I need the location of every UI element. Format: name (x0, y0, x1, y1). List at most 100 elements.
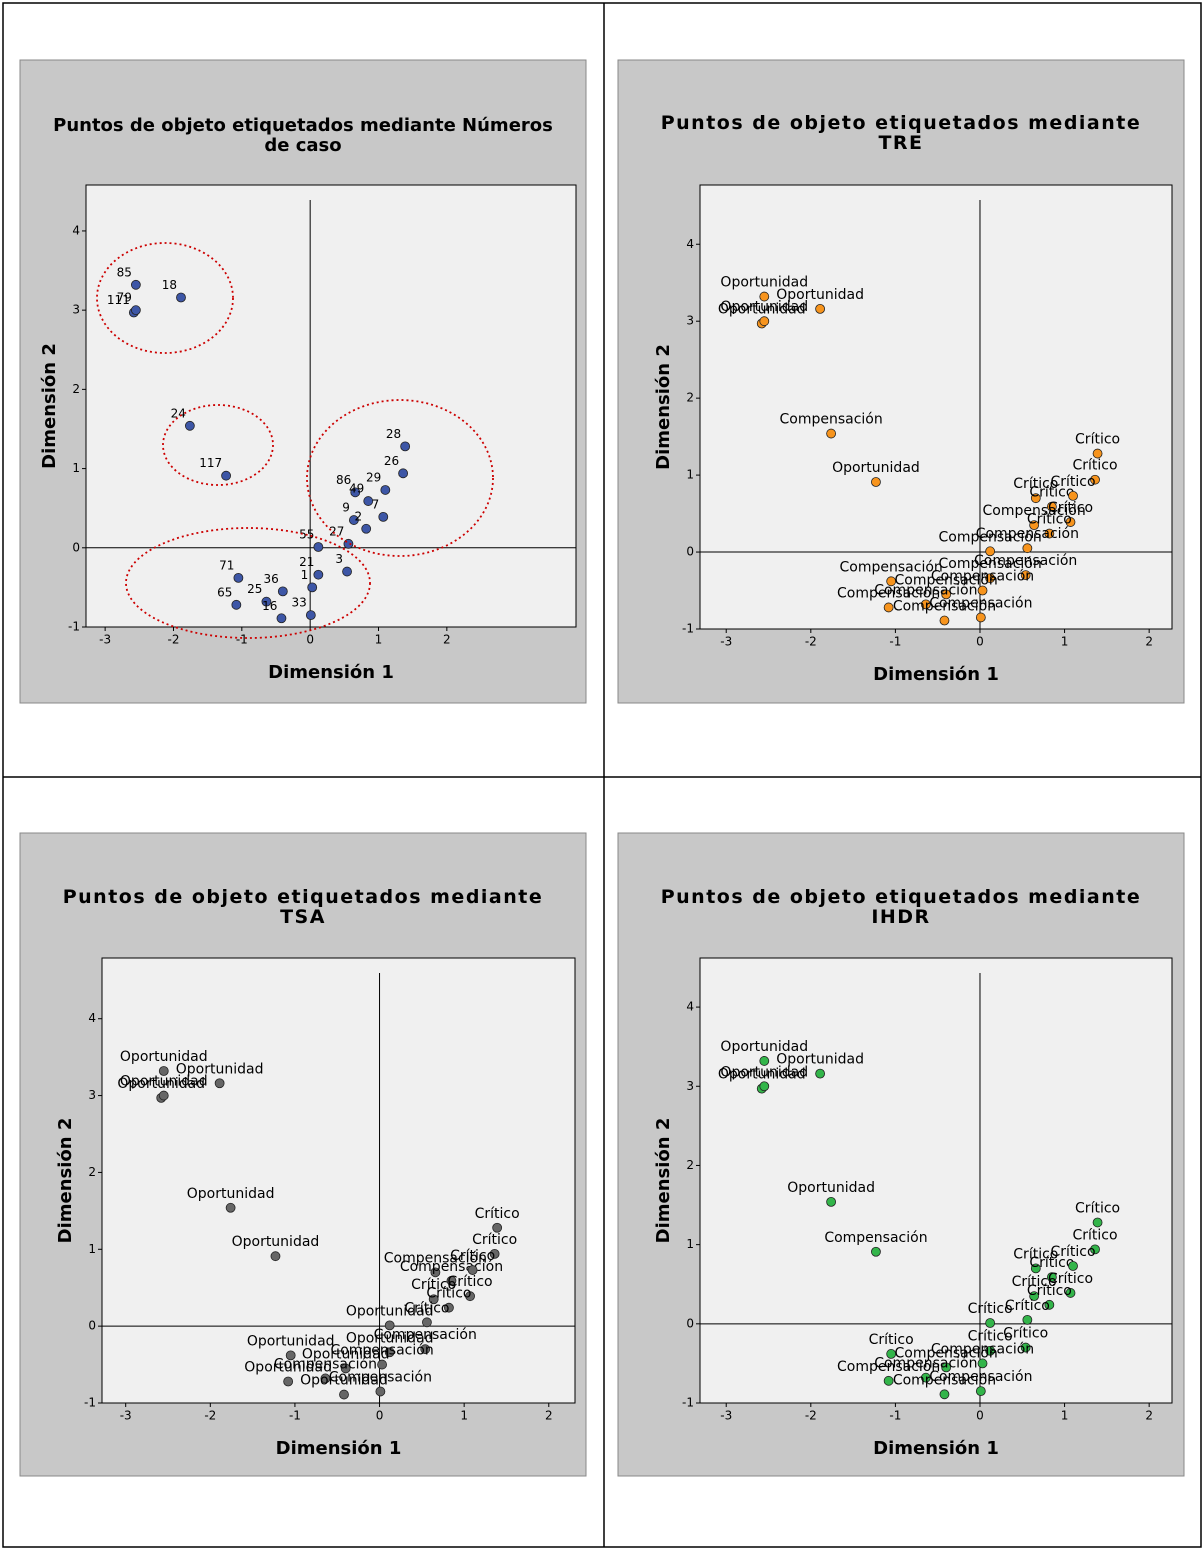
x-tick-label: -2 (204, 1409, 216, 1423)
point (489, 1248, 500, 1259)
point-label: Oportunidad (117, 1076, 205, 1092)
y-tick-label: -1 (682, 1396, 694, 1410)
point (883, 1375, 894, 1386)
point-label: Compensación (330, 1343, 433, 1359)
y-tick-label: 2 (72, 382, 80, 396)
plot-area (699, 957, 1173, 1404)
point (233, 572, 244, 583)
point (985, 1318, 996, 1328)
point-label: Crítico (450, 1248, 495, 1264)
y-tick-label: 2 (686, 1158, 694, 1172)
x-axis-label: Dimensión 1 (873, 1438, 999, 1459)
point-label: 21 (299, 555, 314, 569)
point (1020, 570, 1031, 581)
point-label: Oportunidad (120, 1074, 208, 1090)
point-label: Compensación (893, 599, 996, 615)
point (313, 542, 324, 552)
point-label: 18 (162, 278, 177, 292)
point (1092, 448, 1103, 459)
point (305, 610, 316, 621)
plot-area (101, 957, 576, 1404)
y-tick-label: 3 (88, 1088, 96, 1102)
point-label: Compensación (384, 1250, 487, 1266)
point (158, 1066, 169, 1076)
point (428, 1294, 439, 1305)
point-label: Oportunidad (720, 275, 808, 291)
point (307, 582, 318, 593)
x-tick-label: -3 (120, 1409, 132, 1423)
point-label: Oportunidad (120, 1049, 208, 1065)
point (283, 1376, 294, 1387)
x-tick-label: -1 (889, 1409, 901, 1423)
x-tick-label: -1 (889, 635, 901, 649)
y-tick-label: 4 (88, 1011, 96, 1025)
point-label: 79 (117, 291, 132, 305)
point-label: Oportunidad (187, 1186, 275, 1202)
point (977, 585, 988, 596)
point-label: 24 (171, 406, 186, 420)
point-label: Crítico (1003, 1326, 1048, 1342)
point-label: Oportunidad (720, 1039, 808, 1055)
point-label: Compensación (824, 1230, 927, 1246)
x-tick-label: -3 (720, 1409, 732, 1423)
point (398, 468, 408, 479)
point-label: 7 (372, 497, 380, 511)
point (277, 586, 288, 597)
x-tick-label: -2 (805, 635, 817, 649)
x-tick-label: -1 (289, 1409, 301, 1423)
point (977, 1358, 988, 1369)
x-tick-label: -2 (167, 633, 179, 647)
point-label: Compensación (895, 1345, 998, 1361)
point-label: Oportunidad (346, 1303, 434, 1319)
point (759, 291, 770, 302)
point (939, 615, 950, 626)
point-label: Oportunidad (718, 302, 806, 318)
point-label: Crítico (1027, 1283, 1072, 1299)
point-label: Oportunidad (718, 1067, 806, 1083)
point-label: Crítico (1013, 1246, 1058, 1262)
point-label: 36 (264, 572, 279, 586)
point-label: Crítico (475, 1206, 520, 1222)
point (361, 523, 372, 534)
point (759, 316, 770, 327)
point-label: Oportunidad (776, 1052, 864, 1068)
x-tick-label: 1 (1061, 1409, 1069, 1423)
point-label: Crítico (1072, 458, 1117, 474)
point-label: Crítico (1075, 1200, 1120, 1216)
point-label: 2 (355, 509, 363, 523)
point (377, 1359, 387, 1370)
point (1044, 1299, 1055, 1310)
point (886, 576, 897, 587)
point (130, 279, 141, 290)
y-tick-label: 1 (686, 1237, 694, 1251)
y-tick-label: 1 (686, 468, 694, 482)
y-tick-label: 0 (88, 1319, 96, 1333)
y-tick-label: 0 (686, 1316, 694, 1330)
point-label: Compensación (874, 1356, 977, 1372)
x-tick-label: 1 (460, 1409, 468, 1423)
y-tick-label: 1 (88, 1242, 96, 1256)
point (920, 1372, 931, 1383)
x-tick-label: 1 (1061, 635, 1069, 649)
x-tick-label: 0 (976, 635, 984, 649)
point (384, 1347, 395, 1358)
point-label: Crítico (1029, 485, 1074, 501)
y-axis-label: Dimensión 2 (653, 1118, 674, 1244)
point-label: Oportunidad (776, 287, 864, 303)
x-axis-label: Dimensión 1 (268, 662, 394, 683)
point-label: Compensación (939, 529, 1042, 545)
point-label: Oportunidad (300, 1373, 388, 1389)
point (815, 1068, 826, 1079)
point-label: 49 (349, 482, 364, 496)
point (871, 477, 881, 487)
point (975, 1386, 986, 1397)
point-label: Crítico (1005, 1298, 1050, 1314)
y-tick-label: 4 (72, 223, 80, 237)
point-label: Crítico (1029, 1255, 1074, 1271)
point-label: 28 (386, 427, 401, 441)
point-label: 27 (329, 524, 344, 538)
point-label: 26 (384, 454, 399, 468)
point (985, 1345, 996, 1356)
point (465, 1291, 475, 1302)
point (214, 1078, 225, 1089)
